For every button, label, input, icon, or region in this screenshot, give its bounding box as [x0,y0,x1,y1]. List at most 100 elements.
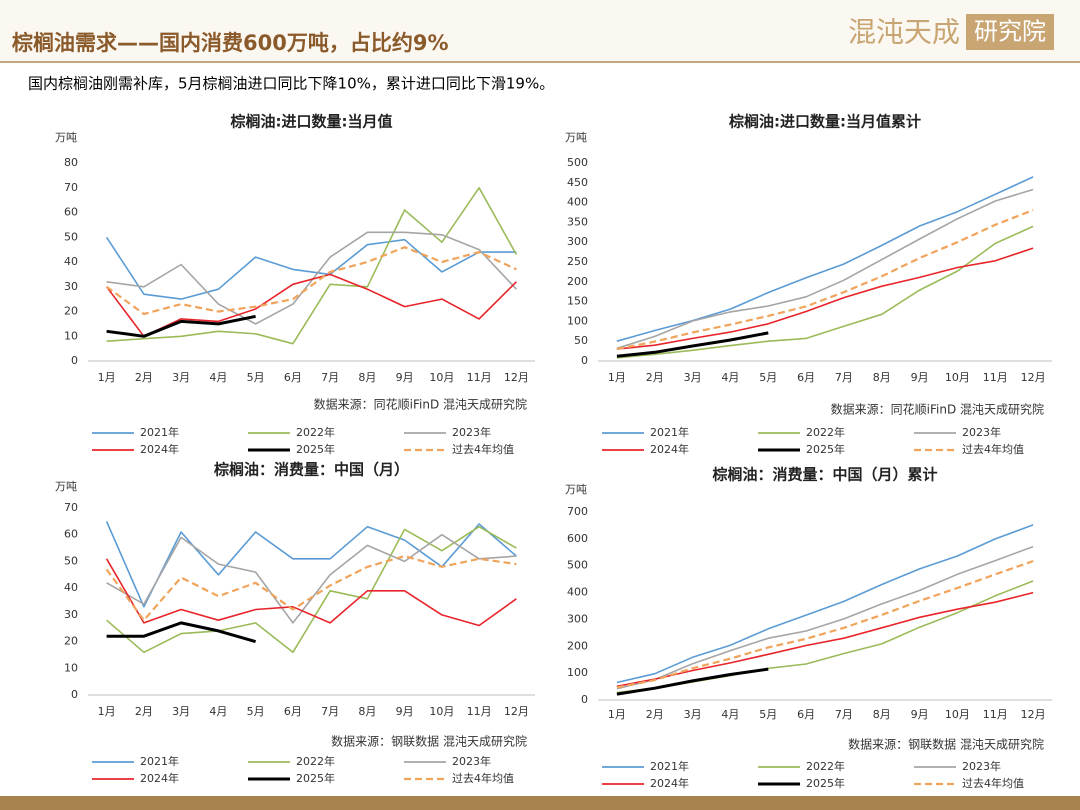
x-tick-label: 5月 [247,371,265,384]
y-tick-label: 500 [567,156,588,169]
x-tick-label: 7月 [321,371,339,384]
y-tick-label: 30 [64,280,78,293]
source-note: 数据来源：同花顺iFinD 混沌天成研究院 [314,397,527,412]
source-note: 数据来源：同花顺iFinD 混沌天成研究院 [831,402,1044,417]
logo-box [966,14,1054,50]
legend-label: 2024年 [650,776,689,790]
source-note: 数据来源：钢联数据 混沌天成研究院 [848,737,1044,752]
x-tick-label: 8月 [358,371,376,384]
series-line [105,246,517,316]
legend-label: 2022年 [806,759,845,773]
chart-title: 棕榈油:进口数量:当月值累计 [729,113,921,131]
series-line [106,314,256,338]
legend-label: 过去4年均值 [452,442,514,456]
x-tick-label: 2月 [135,705,153,718]
y-tick-label: 10 [64,329,78,342]
legend-label: 2025年 [296,442,335,456]
x-tick-label: 9月 [396,371,414,384]
legend-label: 2023年 [962,759,1001,773]
series-line [105,555,517,622]
x-tick-label: 3月 [172,705,190,718]
x-tick-label: 7月 [835,371,853,384]
x-tick-label: 10月 [429,371,454,384]
x-tick-label: 8月 [873,371,891,384]
y-tick-label: 0 [581,693,588,706]
y-unit: 万吨 [565,131,587,144]
legend-label: 2023年 [452,754,491,768]
y-tick-label: 100 [567,314,588,327]
legend-label: 2024年 [140,442,179,456]
series-line [105,273,517,338]
y-tick-label: 70 [64,501,78,514]
x-tick-label: 4月 [209,371,227,384]
y-tick-label: 50 [64,230,78,243]
chart-title: 棕榈油:进口数量:当月值 [231,113,393,131]
y-tick-label: 600 [567,532,588,545]
x-tick-label: 11月 [467,371,492,384]
x-tick-label: 6月 [797,371,815,384]
x-tick-label: 7月 [321,705,339,718]
series-line [616,591,1034,688]
x-tick-label: 12月 [504,371,529,384]
y-tick-label: 300 [567,612,588,625]
legend-label: 2025年 [806,776,845,790]
x-tick-label: 1月 [608,708,626,721]
source-note: 数据来源：钢联数据 混沌天成研究院 [331,734,527,749]
series-line [105,558,517,627]
y-tick-label: 300 [567,235,588,248]
x-tick-label: 3月 [684,708,702,721]
x-tick-label: 9月 [911,371,929,384]
y-unit: 万吨 [55,131,77,144]
y-tick-label: 100 [567,666,588,679]
y-tick-label: 400 [567,586,588,599]
series-line [616,225,1034,359]
legend-label: 2022年 [806,425,845,439]
y-tick-label: 200 [567,275,588,288]
y-tick-label: 500 [567,559,588,572]
x-tick-label: 10月 [945,708,970,721]
y-tick-label: 10 [64,661,78,674]
series-line [106,231,517,325]
y-tick-label: 20 [64,305,78,318]
series-line [616,176,1034,342]
y-tick-label: 60 [64,528,78,541]
x-tick-label: 9月 [911,708,929,721]
series-line [616,560,1034,689]
y-tick-label: 70 [64,181,78,194]
y-tick-label: 30 [64,608,78,621]
series-line [616,524,1034,684]
x-tick-label: 6月 [284,371,302,384]
x-tick-label: 5月 [247,705,265,718]
legend-label: 过去4年均值 [962,776,1024,790]
legend-label: 2023年 [962,425,1001,439]
x-tick-label: 12月 [504,705,529,718]
x-tick-label: 3月 [684,371,702,384]
legend-label: 2021年 [650,425,689,439]
legend-label: 2023年 [452,425,491,439]
x-tick-label: 10月 [945,371,970,384]
y-tick-label: 40 [64,581,78,594]
y-tick-label: 350 [567,215,588,228]
series-line [106,621,257,644]
x-tick-label: 5月 [759,708,777,721]
header-band [0,0,1080,62]
legend-label: 过去4年均值 [452,771,514,785]
x-tick-label: 6月 [284,705,302,718]
y-tick-label: 50 [64,554,78,567]
y-tick-label: 700 [567,505,588,518]
series-line [616,331,769,358]
legend-label: 2021年 [650,759,689,773]
x-tick-label: 4月 [209,705,227,718]
y-tick-label: 450 [567,176,588,189]
x-tick-label: 6月 [797,708,815,721]
x-tick-label: 11月 [983,708,1008,721]
y-tick-label: 250 [567,255,588,268]
series-line [106,187,518,345]
series-line [106,533,517,624]
y-tick-label: 60 [64,206,78,219]
x-tick-label: 2月 [135,371,153,384]
series-line [616,545,1034,690]
legend-label: 2025年 [296,771,335,785]
y-tick-label: 0 [581,354,588,367]
